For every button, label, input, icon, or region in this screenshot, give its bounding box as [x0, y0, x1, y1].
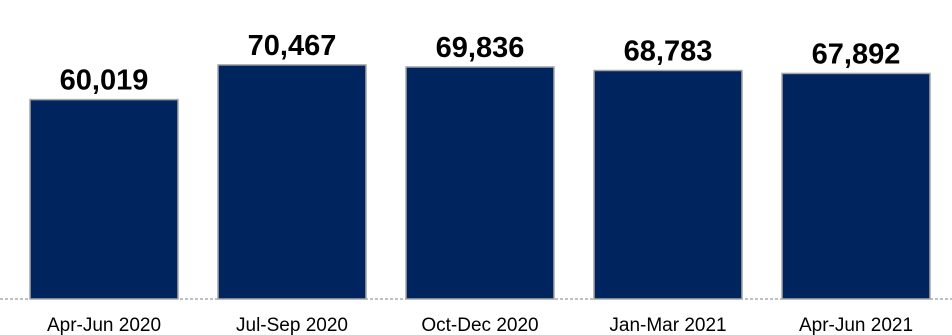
bar-value-label: 68,783: [624, 35, 713, 67]
bar-value-label: 70,467: [248, 30, 337, 62]
bar-1: [29, 98, 179, 300]
bar-value-label: 60,019: [60, 65, 149, 97]
bar-5: [781, 72, 931, 300]
category-label: Apr-Jun 2020: [47, 315, 161, 335]
bar-2: [217, 64, 367, 300]
bar-4: [593, 69, 743, 300]
category-label: Apr-Jun 2021: [799, 315, 913, 335]
category-label: Jul-Sep 2020: [236, 315, 348, 335]
bar-3: [405, 66, 555, 300]
category-label: Oct-Dec 2020: [421, 315, 538, 335]
category-label: Jan-Mar 2021: [609, 315, 726, 335]
bar-value-label: 69,836: [436, 32, 525, 64]
bar-value-label: 67,892: [812, 38, 901, 70]
